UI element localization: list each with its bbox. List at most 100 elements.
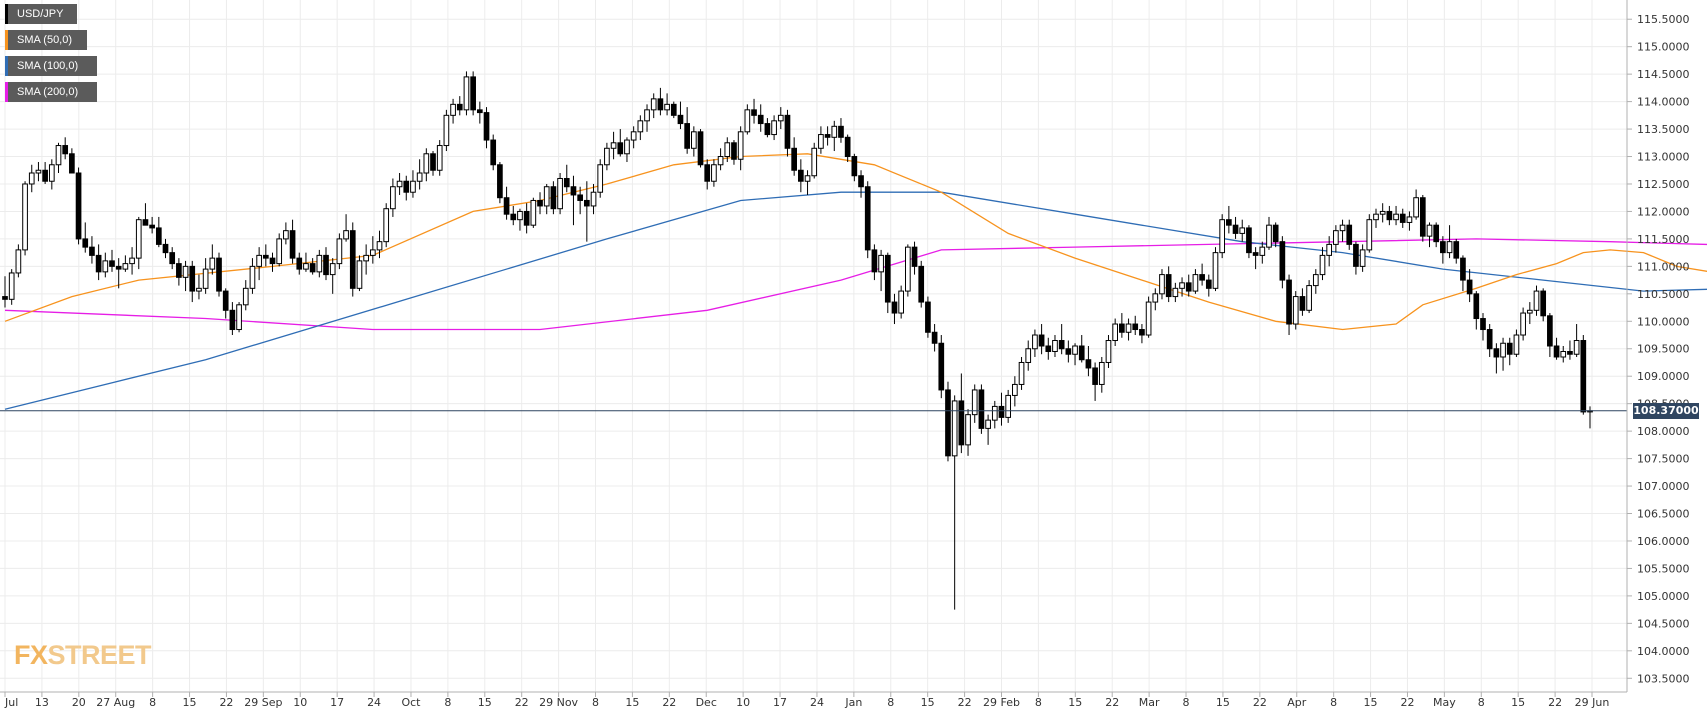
candle bbox=[597, 159, 604, 198]
candle bbox=[590, 183, 597, 215]
y-tick-label: 114.5000 bbox=[1637, 68, 1690, 81]
candle-body bbox=[918, 265, 925, 303]
x-tick-label: 15 bbox=[1364, 696, 1378, 709]
candle-body bbox=[684, 123, 690, 149]
x-tick-label: 22 bbox=[958, 696, 972, 709]
legend-item[interactable]: USD/JPY bbox=[5, 4, 77, 24]
x-tick-label: Apr bbox=[1287, 696, 1307, 709]
legend-item[interactable]: SMA (100,0) bbox=[5, 56, 97, 76]
candle bbox=[878, 249, 884, 292]
x-tick-label: 29 Feb bbox=[983, 696, 1020, 709]
candle bbox=[1486, 324, 1493, 357]
candle bbox=[1319, 247, 1326, 281]
candle bbox=[1139, 324, 1145, 344]
x-tick-label: 8 bbox=[1330, 696, 1337, 709]
last-price-badge: 108.37000 bbox=[1633, 402, 1699, 419]
candle-body bbox=[704, 164, 711, 182]
candle-body bbox=[838, 125, 844, 138]
candle bbox=[95, 244, 102, 281]
candle-body bbox=[1279, 241, 1286, 281]
candle bbox=[48, 159, 55, 190]
candle-body bbox=[1520, 312, 1526, 336]
candle-body bbox=[851, 156, 858, 177]
y-tick-label: 103.5000 bbox=[1637, 672, 1690, 685]
candle-body bbox=[1506, 342, 1513, 355]
x-tick-label: Jan bbox=[844, 696, 862, 709]
candle-body bbox=[82, 238, 89, 248]
candle bbox=[497, 162, 503, 204]
candle bbox=[403, 175, 410, 201]
legend-item[interactable]: SMA (50,0) bbox=[5, 30, 87, 50]
candle-body bbox=[1212, 252, 1219, 289]
candle-body bbox=[610, 142, 617, 149]
candle bbox=[858, 170, 864, 198]
candle bbox=[951, 395, 958, 610]
candle-body bbox=[1125, 323, 1132, 333]
candle-body bbox=[336, 238, 343, 265]
candle-body bbox=[343, 230, 349, 240]
x-tick-label: 8 bbox=[1183, 696, 1190, 709]
candle bbox=[410, 170, 416, 198]
candle-body bbox=[1386, 210, 1393, 221]
candle-body bbox=[644, 109, 650, 122]
candle bbox=[376, 230, 383, 259]
candle-body bbox=[169, 252, 176, 265]
candle-body bbox=[209, 257, 216, 270]
candle bbox=[55, 142, 62, 173]
candle-body bbox=[423, 153, 430, 174]
candle bbox=[1573, 324, 1580, 357]
x-tick-label: Oct bbox=[401, 696, 421, 709]
candle bbox=[1446, 225, 1453, 259]
legend-swatch bbox=[5, 56, 8, 76]
candle-body bbox=[650, 98, 657, 111]
candle bbox=[1513, 329, 1520, 357]
x-tick-label: 24 bbox=[810, 696, 824, 709]
candle-body bbox=[1058, 340, 1065, 350]
candle bbox=[684, 107, 690, 154]
x-tick-label: 22 bbox=[1400, 696, 1414, 709]
candle-body bbox=[925, 301, 931, 333]
candle bbox=[1266, 216, 1272, 250]
candle bbox=[289, 219, 296, 264]
candle-body bbox=[1185, 282, 1192, 292]
candle-body bbox=[316, 254, 323, 273]
y-tick-label: 104.5000 bbox=[1637, 617, 1690, 630]
candle-body bbox=[403, 180, 410, 193]
candle-body bbox=[443, 114, 450, 147]
candle-body bbox=[884, 254, 891, 303]
legend-item[interactable]: SMA (200,0) bbox=[5, 82, 97, 102]
candle-body bbox=[1119, 323, 1125, 333]
candle-body bbox=[1152, 293, 1159, 303]
sma-100-line bbox=[4, 191, 1707, 410]
candle-body bbox=[69, 153, 75, 174]
candle bbox=[336, 233, 343, 270]
candle bbox=[791, 137, 797, 176]
candle bbox=[329, 258, 336, 294]
candle-body bbox=[1312, 274, 1319, 287]
candle-body bbox=[737, 131, 744, 160]
candle bbox=[1419, 194, 1426, 242]
candle bbox=[1460, 255, 1466, 292]
candle-body bbox=[122, 263, 129, 270]
candle bbox=[884, 252, 891, 314]
candle bbox=[530, 197, 537, 228]
candle-body bbox=[28, 172, 35, 185]
x-tick-label: 8 bbox=[1035, 696, 1042, 709]
candle bbox=[1192, 269, 1199, 294]
y-axis: 103.5000 104.0000 104.5000 105.0000 105.5000… bbox=[1626, 0, 1690, 692]
candle bbox=[1038, 324, 1045, 355]
x-tick-label: 22 bbox=[219, 696, 233, 709]
candle-body bbox=[1346, 224, 1353, 245]
candle-body bbox=[1232, 224, 1239, 234]
candle bbox=[369, 236, 376, 264]
x-tick-label: 15 bbox=[625, 696, 639, 709]
candle-body bbox=[102, 260, 109, 273]
candle bbox=[349, 222, 356, 297]
candle-body bbox=[905, 246, 911, 292]
candle bbox=[1119, 313, 1125, 338]
y-tick-label: 109.0000 bbox=[1637, 370, 1690, 383]
candle-body bbox=[1078, 345, 1085, 361]
candle-body bbox=[1547, 315, 1553, 347]
candle bbox=[1272, 222, 1279, 248]
candle-body bbox=[456, 103, 463, 111]
